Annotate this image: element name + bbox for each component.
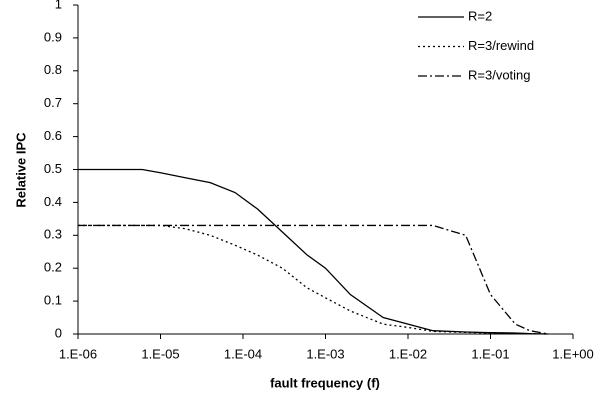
y-axis-label: Relative IPC [13, 132, 28, 208]
x-axis-label: fault frequency (f) [270, 375, 380, 390]
y-tick-label: 0.9 [44, 29, 62, 44]
series-line [78, 224, 549, 335]
legend-label: R=2 [468, 8, 492, 23]
x-tick-label: 1.E-06 [59, 346, 97, 361]
y-tick-label: 0 [55, 325, 62, 340]
y-tick-label: 0.3 [44, 227, 62, 242]
legend-label: R=3/rewind [468, 38, 534, 53]
x-tick-label: 1.E-03 [306, 346, 344, 361]
y-tick-label: 0.1 [44, 293, 62, 308]
legend-label: R=3/voting [468, 67, 531, 82]
y-tick-label: 0.2 [44, 260, 62, 275]
y-tick-label: 0.7 [44, 95, 62, 110]
y-tick-label: 0.5 [44, 161, 62, 176]
x-tick-label: 1.E-02 [389, 346, 427, 361]
series-line [78, 168, 549, 335]
series-line [78, 224, 549, 335]
y-tick-label: 0.8 [44, 62, 62, 77]
x-tick-label: 1.E+00 [552, 346, 594, 361]
x-tick-label: 1.E-01 [471, 346, 509, 361]
x-tick-label: 1.E-05 [141, 346, 179, 361]
y-tick-label: 0.4 [44, 194, 62, 209]
x-tick-label: 1.E-04 [224, 346, 262, 361]
y-tick-label: 0.6 [44, 128, 62, 143]
y-tick-label: 1 [55, 0, 62, 11]
